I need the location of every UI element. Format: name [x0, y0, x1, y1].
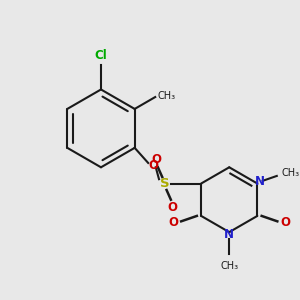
- Text: CH₃: CH₃: [281, 168, 299, 178]
- Text: N: N: [254, 175, 265, 188]
- Text: S: S: [160, 177, 169, 190]
- Text: O: O: [152, 153, 162, 166]
- Text: N: N: [224, 228, 234, 241]
- Text: CH₃: CH₃: [220, 261, 238, 271]
- Text: O: O: [167, 201, 177, 214]
- Text: O: O: [280, 216, 290, 229]
- Text: O: O: [148, 159, 159, 172]
- Text: CH₃: CH₃: [158, 91, 176, 101]
- Text: Cl: Cl: [94, 50, 107, 62]
- Text: O: O: [169, 216, 178, 229]
